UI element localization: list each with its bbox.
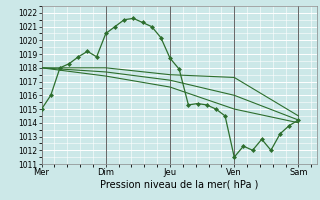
X-axis label: Pression niveau de la mer( hPa ): Pression niveau de la mer( hPa ) xyxy=(100,180,258,190)
